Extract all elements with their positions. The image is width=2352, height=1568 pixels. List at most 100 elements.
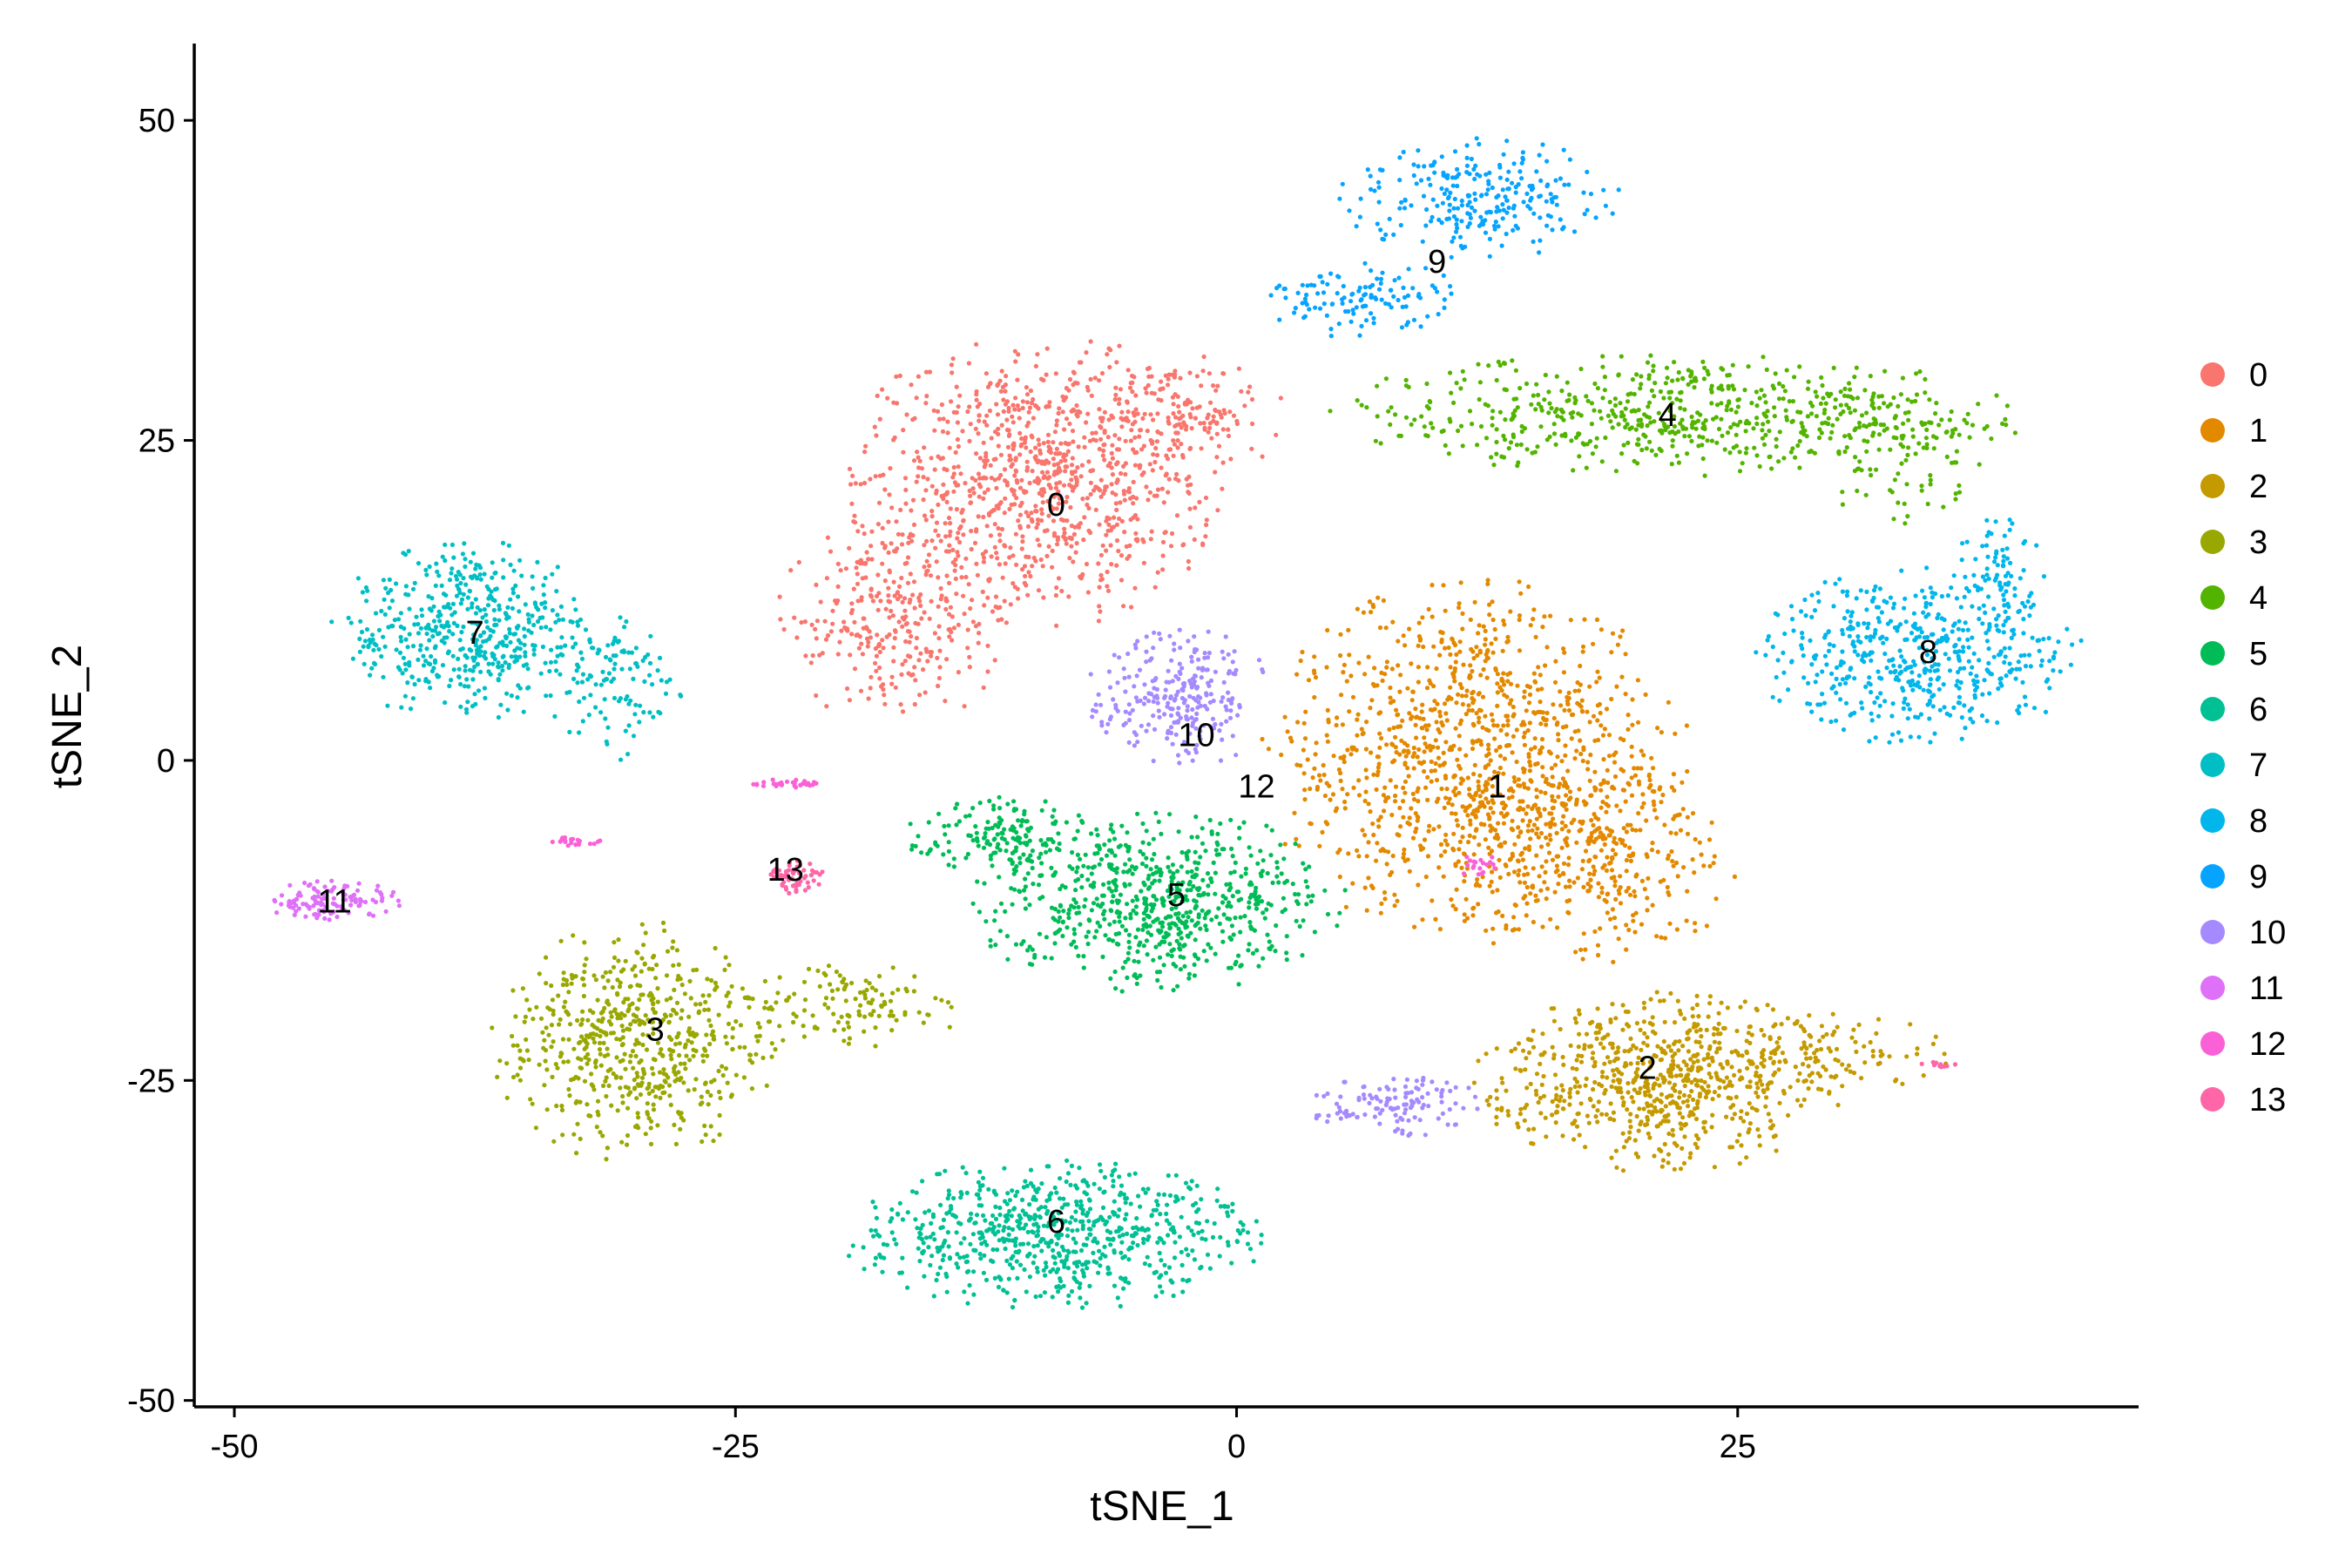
point: [903, 639, 909, 645]
point: [903, 614, 909, 619]
point: [1636, 417, 1641, 423]
point: [1066, 594, 1071, 599]
point: [1521, 781, 1526, 787]
point: [1618, 736, 1623, 741]
point: [1815, 1071, 1821, 1076]
point: [686, 1026, 693, 1031]
point: [933, 545, 938, 551]
point: [1560, 1087, 1565, 1093]
point: [958, 471, 963, 476]
point: [1441, 583, 1446, 588]
point: [1282, 714, 1288, 720]
point: [1494, 377, 1499, 383]
point: [828, 982, 833, 987]
point: [648, 1125, 653, 1131]
point: [1391, 725, 1396, 731]
point: [1497, 754, 1504, 759]
point: [620, 1100, 625, 1105]
point: [1667, 921, 1673, 926]
point: [1838, 411, 1843, 416]
point: [1606, 733, 1612, 738]
point: [565, 1059, 571, 1064]
point: [1692, 375, 1698, 382]
point: [1460, 804, 1465, 809]
point: [823, 637, 829, 642]
point: [1093, 507, 1098, 512]
point: [1516, 807, 1521, 812]
point: [1559, 827, 1565, 832]
point: [802, 619, 808, 625]
point: [1066, 388, 1071, 393]
point: [1036, 437, 1041, 443]
point: [1313, 752, 1318, 757]
point: [1633, 874, 1639, 879]
point: [592, 1060, 598, 1065]
point: [1524, 913, 1529, 918]
point: [1611, 1068, 1616, 1073]
point: [1693, 1039, 1699, 1044]
point: [681, 1080, 686, 1085]
point: [967, 438, 972, 443]
point: [1051, 506, 1056, 511]
point: [1535, 687, 1541, 693]
point: [1516, 927, 1522, 932]
point: [1518, 829, 1524, 835]
point: [767, 1019, 773, 1024]
point: [1771, 1049, 1776, 1054]
point: [604, 1031, 609, 1036]
point: [1412, 924, 1417, 929]
point: [1781, 1091, 1787, 1096]
point: [1505, 1109, 1511, 1114]
point: [956, 670, 961, 675]
point: [1586, 859, 1592, 864]
point: [1544, 859, 1549, 864]
point: [955, 436, 960, 443]
point: [1526, 754, 1531, 760]
point: [1494, 1088, 1499, 1093]
point: [1625, 1080, 1631, 1086]
point: [1605, 413, 1611, 418]
point: [852, 513, 857, 518]
point: [1735, 397, 1740, 402]
point: [1490, 869, 1495, 875]
point: [1786, 1112, 1791, 1118]
point: [897, 593, 903, 599]
point: [1088, 469, 1093, 474]
point: [1818, 401, 1823, 406]
point: [1065, 449, 1071, 454]
point: [1092, 375, 1098, 381]
point: [1533, 898, 1538, 903]
point: [1394, 707, 1399, 713]
point: [1550, 794, 1555, 799]
point: [1530, 828, 1535, 833]
point: [714, 984, 720, 990]
point: [1657, 787, 1662, 792]
point: [1029, 433, 1034, 438]
point: [1490, 650, 1496, 655]
point: [1678, 828, 1684, 833]
point: [1620, 1168, 1626, 1173]
point: [1155, 977, 1160, 983]
point: [1180, 413, 1186, 418]
point: [1609, 1155, 1614, 1160]
point: [1490, 793, 1496, 799]
point: [1602, 388, 1607, 393]
point: [1726, 1083, 1731, 1088]
point: [1396, 639, 1401, 644]
point: [963, 556, 969, 561]
point: [1524, 381, 1530, 387]
point: [1754, 1064, 1760, 1070]
point: [1428, 747, 1433, 753]
point: [1898, 392, 1903, 397]
point: [1324, 665, 1329, 670]
point: [1054, 446, 1059, 452]
point: [1524, 447, 1530, 452]
point: [1415, 788, 1420, 794]
point: [1612, 753, 1617, 758]
point: [1672, 360, 1677, 365]
point: [895, 590, 901, 595]
point: [1485, 578, 1490, 583]
point: [953, 449, 958, 456]
point: [1601, 1045, 1606, 1051]
point: [1010, 402, 1016, 408]
